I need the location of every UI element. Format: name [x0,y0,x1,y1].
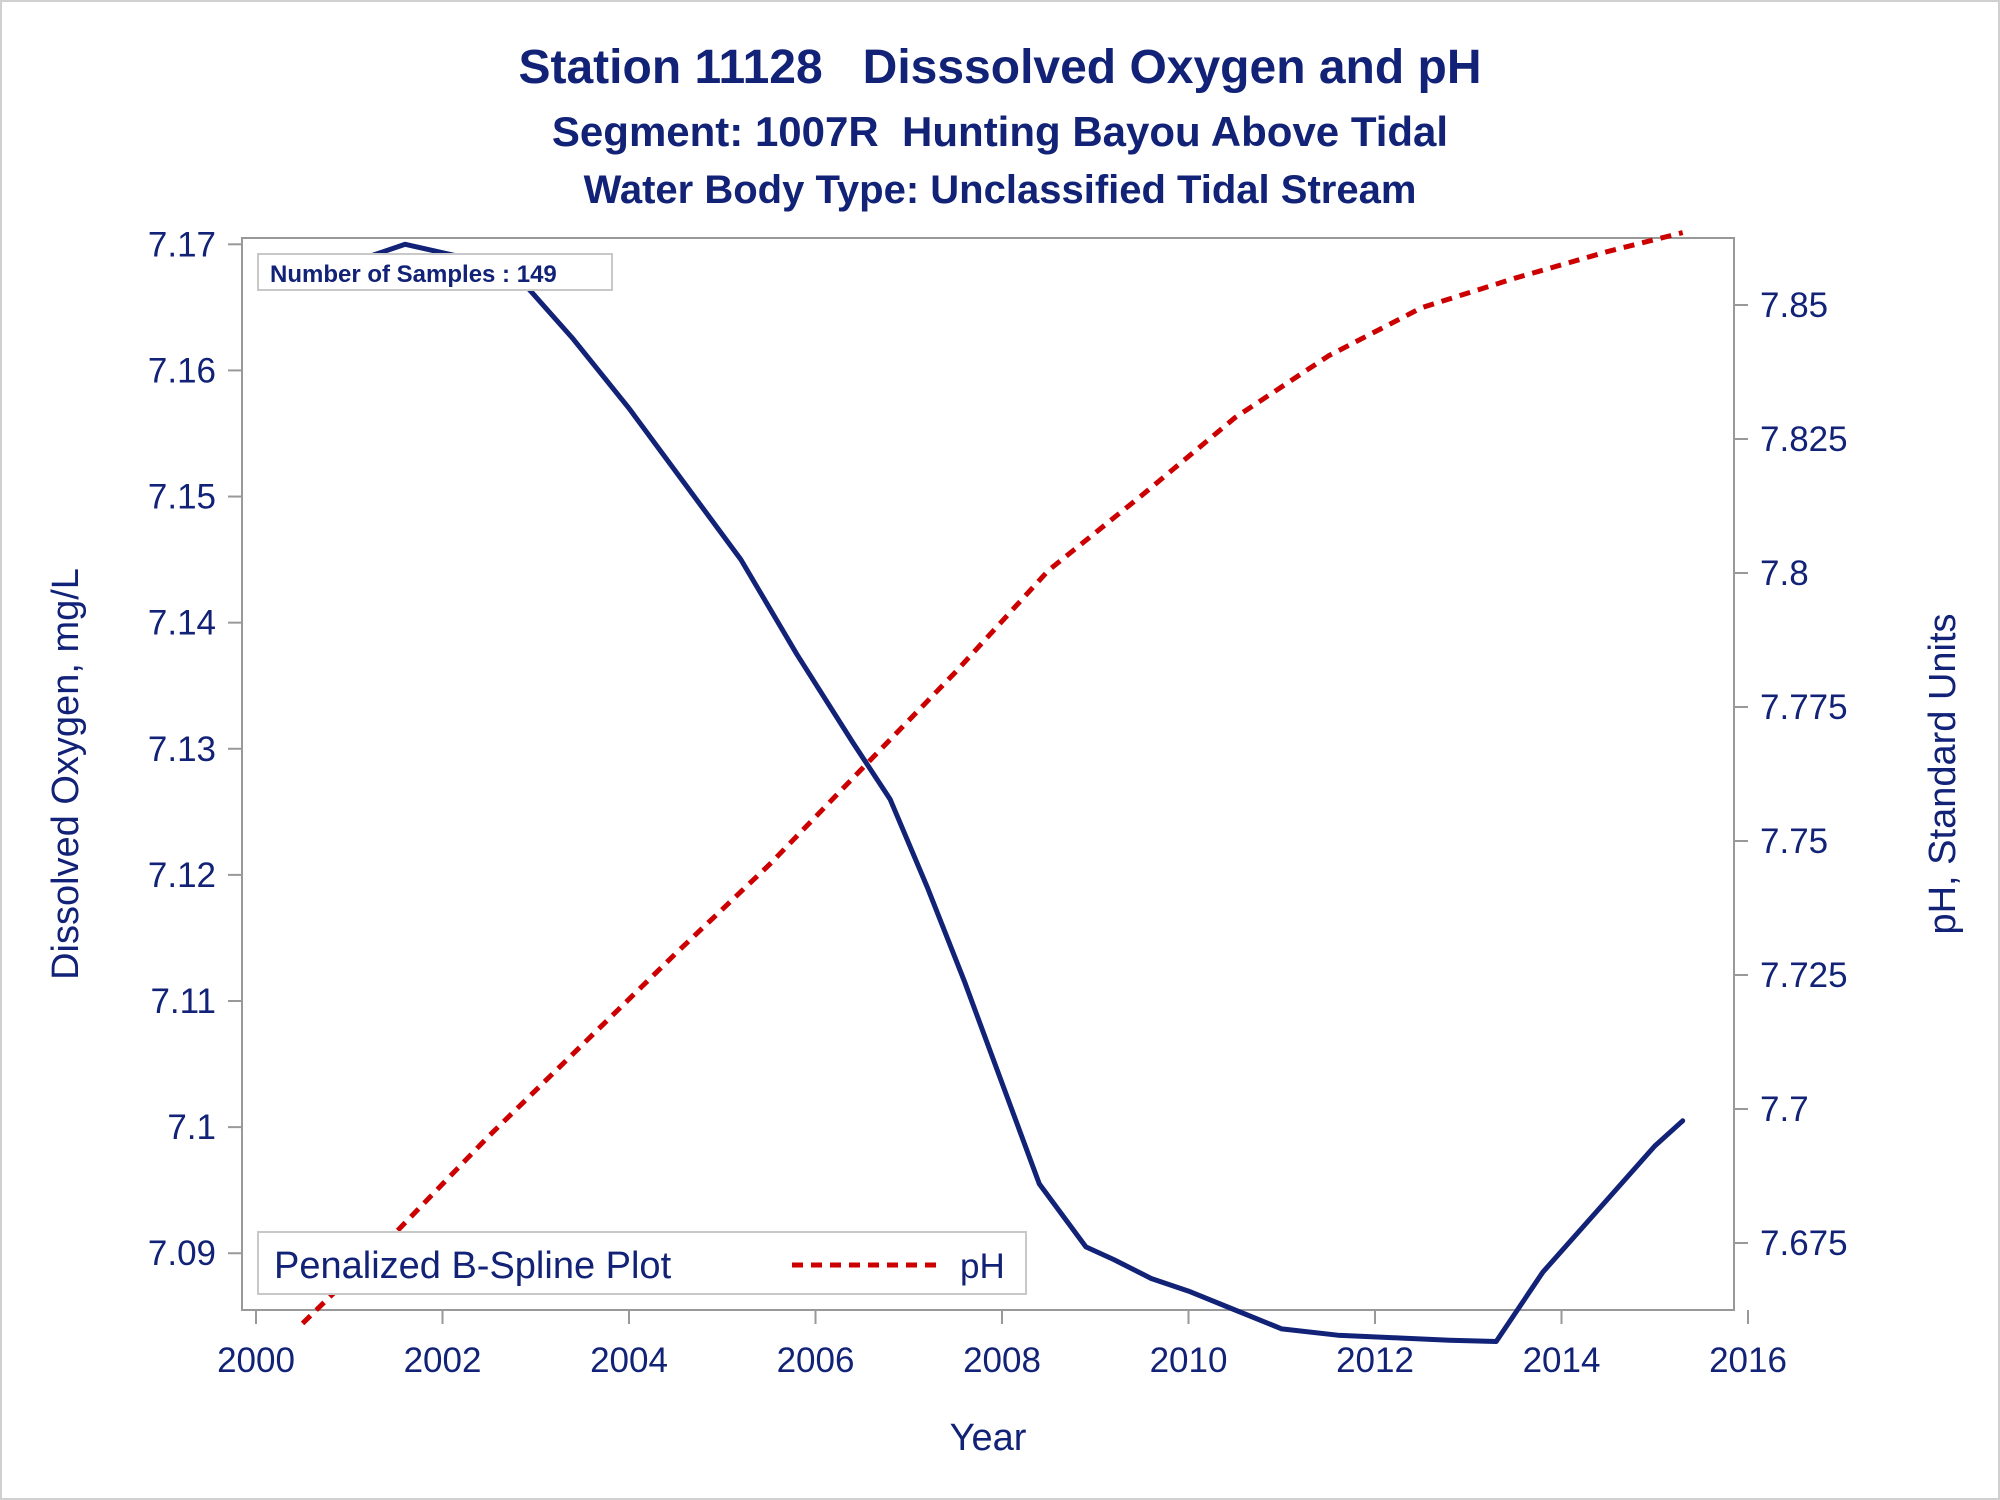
x-tick-label: 2014 [1523,1341,1601,1380]
x-tick-label: 2004 [590,1341,668,1380]
x-tick-label: 2008 [963,1341,1041,1380]
chart-subtitle-2: Water Body Type: Unclassified Tidal Stre… [583,168,1417,212]
x-axis: 2000 2002 2004 2006 2008 2010 2012 2014 2016 [217,1310,1787,1380]
y2-tick-label: 7.75 [1760,822,1828,861]
x-tick-label: 2006 [777,1341,855,1380]
series-line-ph [300,230,1684,1326]
y2-axis-label: pH, Standard Units [1922,613,1964,934]
sample-count-annotation: Number of Samples : 149 [270,261,557,288]
series-layer [300,230,1686,1344]
y-tick-label: 7.13 [148,730,216,769]
y2-tick-label: 7.825 [1760,420,1848,459]
y-tick-label: 7.14 [148,604,216,643]
legend-title: Penalized B-Spline Plot [274,1245,672,1287]
y2-tick-label: 7.675 [1760,1224,1848,1263]
x-tick-label: 2002 [404,1341,482,1380]
y2-tick-label: 7.85 [1760,286,1828,325]
y-tick-label: 7.17 [148,225,216,264]
y-tick-label: 7.16 [148,351,216,390]
annotation-box: Number of Samples : 149 [257,253,613,291]
x-tick-label: 2016 [1709,1341,1787,1380]
x-tick-label: 2010 [1150,1341,1228,1380]
y-tick-label: 7.11 [150,982,216,1021]
y2-tick-label: 7.7 [1760,1090,1809,1129]
y-tick-label: 7.12 [148,856,216,895]
y-tick-label: 7.09 [148,1234,216,1273]
y-tick-label: 7.15 [148,478,216,517]
legend-ph-label: pH [960,1247,1005,1286]
legend: Penalized B-Spline Plot pH [257,1231,1027,1295]
y2-tick-label: 7.725 [1760,956,1848,995]
plot-area-frame [241,237,1735,1311]
series-line-dissolved-oxygen [300,241,1686,1344]
chart-subtitle: Segment: 1007R Hunting Bayou Above Tidal [551,108,1449,155]
y-axis-label: Dissolved Oxygen, mg/L [45,568,87,980]
x-tick-label: 2012 [1336,1341,1414,1380]
chart-title: Station 11128 Disssolved Oxygen and pH [518,41,1482,94]
x-tick-label: 2000 [217,1341,295,1380]
y2-axis: 7.675 7.7 7.725 7.75 7.775 7.8 7.825 7.85 [1734,286,1848,1263]
y2-tick-label: 7.775 [1760,688,1848,727]
y-axis: 7.09 7.1 7.11 7.12 7.13 7.14 7.15 7.16 7.17 [148,225,242,1273]
x-axis-label: Year [950,1417,1027,1459]
y-tick-label: 7.1 [167,1108,216,1147]
y2-tick-label: 7.8 [1760,554,1809,593]
